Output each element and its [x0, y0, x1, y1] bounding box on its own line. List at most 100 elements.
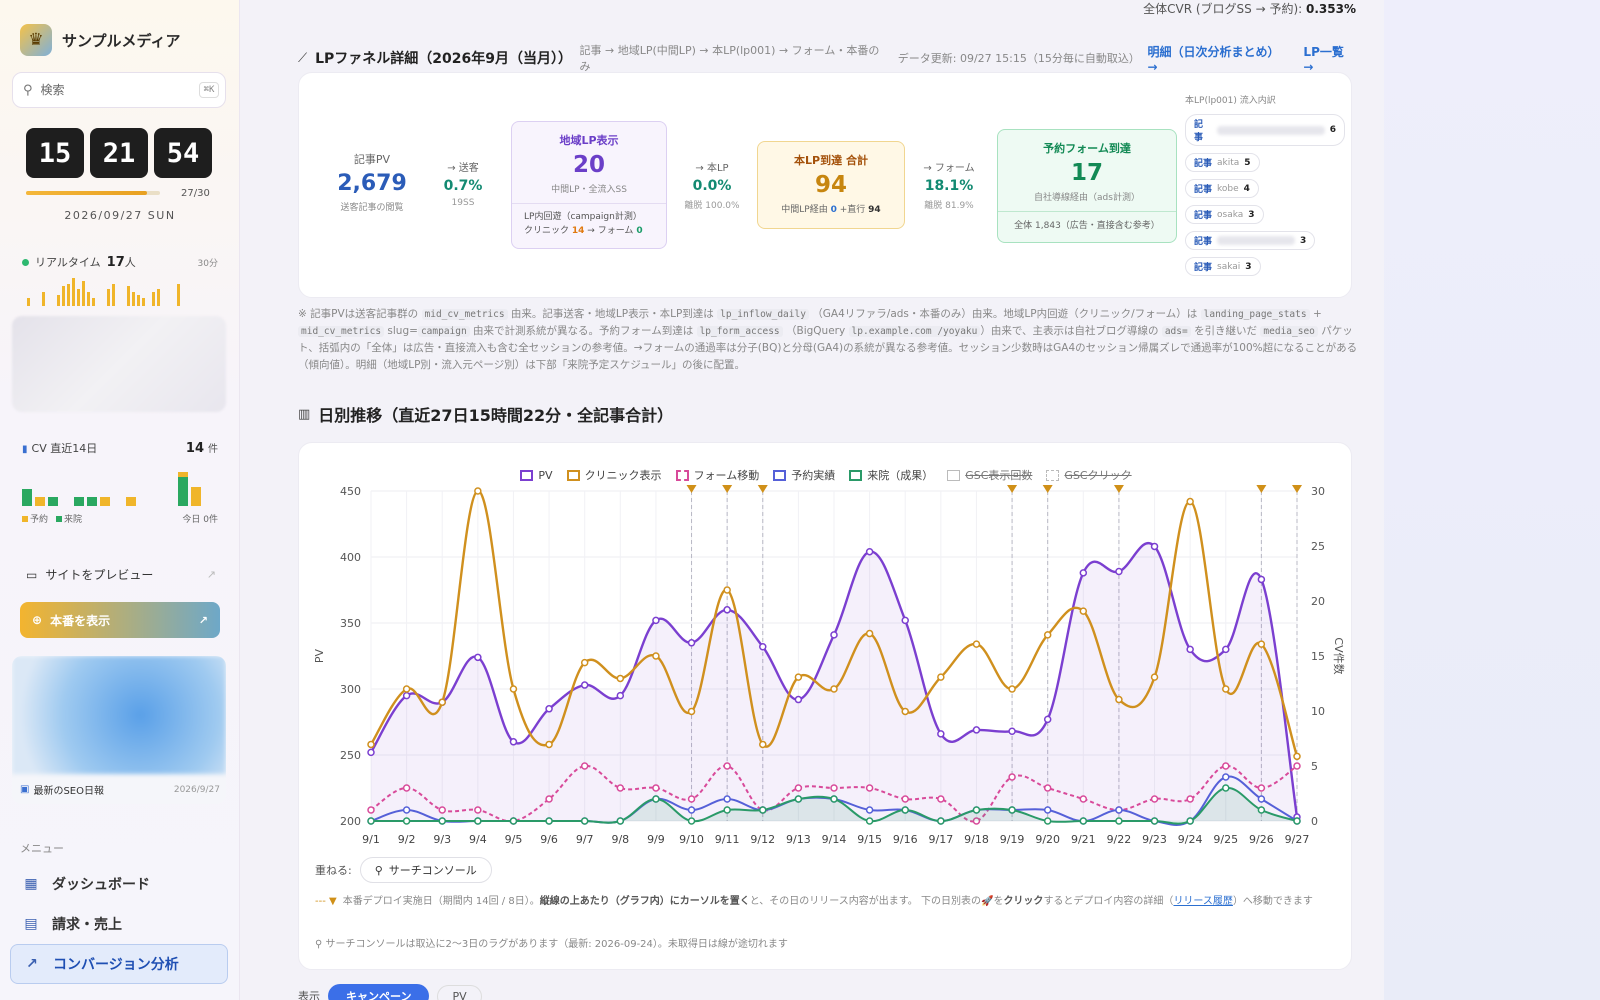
y2-axis-label: CV件数 — [1332, 637, 1345, 674]
cv-bar — [113, 466, 123, 506]
live-dot-icon — [22, 259, 29, 266]
x-tick-label: 9/3 — [433, 833, 451, 846]
cv-bar — [48, 466, 58, 506]
legend-swatch — [566, 469, 580, 481]
x-tick-label: 9/6 — [540, 833, 558, 846]
legend-item[interactable]: PV — [520, 467, 553, 483]
inflow-title: 本LP(lp001) 流入内訳 — [1185, 96, 1276, 106]
to-lp-note: 離脱 100.0% — [684, 201, 740, 211]
inflow-chip[interactable]: 記事 osaka 3 — [1185, 205, 1264, 224]
x-tick-label: 9/18 — [964, 833, 989, 846]
data-point — [794, 673, 803, 681]
legend-item[interactable]: 予約実績 — [773, 467, 835, 483]
data-point — [580, 762, 589, 770]
search-console-overlay-button[interactable]: ⚲ サーチコンソール — [359, 857, 492, 883]
data-point — [865, 806, 874, 814]
cv-widget: ▮ CV 直近14日 14 件 予約 来院 今日 0件 — [22, 440, 218, 525]
to-form-note: 離脱 81.9% — [924, 201, 974, 211]
legend-item[interactable]: 来院（成果） — [849, 467, 933, 483]
clock-seconds: 54 — [154, 128, 212, 178]
lp-total-value: 94 — [814, 172, 847, 198]
daily-detail-link[interactable]: 明細（日次分析まとめ） → — [1147, 44, 1280, 74]
data-point — [1222, 685, 1230, 693]
data-point — [1115, 695, 1123, 704]
data-point — [865, 784, 874, 792]
release-history-link[interactable]: リリース履歴 — [1173, 896, 1233, 907]
cv-today: 今日 0件 — [182, 515, 218, 525]
legend-label: クリニック表示 — [584, 469, 662, 482]
nav-conversion[interactable]: ↗ コンバージョン分析 — [10, 944, 228, 984]
y-tick-label: 200 — [340, 815, 361, 828]
funnel-footnote: ※ 記事PVは送客記事群の mid_cv_metrics 由来。記事送客・地域L… — [298, 308, 1358, 371]
realtime-bar — [27, 297, 30, 306]
tab-campaign[interactable]: キャンペーン — [328, 984, 430, 1000]
trend-icon: ⟋ — [298, 50, 308, 66]
data-point — [937, 673, 945, 681]
y2-tick-label: 0 — [1311, 815, 1318, 828]
search-box[interactable]: ⚲ ⌘K — [12, 72, 226, 108]
x-tick-label: 9/23 — [1142, 833, 1167, 846]
to-lp-label: → 本LP — [695, 163, 729, 174]
data-point — [438, 817, 446, 825]
legend-item-off[interactable]: GSC表示回数 — [947, 467, 1032, 483]
data-point — [616, 817, 625, 825]
data-point — [1150, 817, 1159, 825]
monitor-icon: ▭ — [26, 567, 38, 582]
realtime-bar — [62, 286, 65, 306]
data-point — [723, 606, 731, 614]
data-point — [1043, 784, 1052, 792]
search-console-label: サーチコンソール — [388, 864, 477, 877]
y-tick-label: 450 — [340, 485, 361, 498]
deploy-marker-icon — [722, 485, 733, 493]
seo-report-card[interactable]: ▣ 最新のSEO日報 2026/9/27 — [12, 656, 226, 804]
search-input[interactable] — [40, 83, 191, 97]
data-point — [1186, 497, 1194, 506]
x-tick-label: 9/27 — [1285, 833, 1310, 846]
nav-billing-label: 請求・売上 — [52, 917, 122, 933]
production-button[interactable]: ⊕ 本番を表示 ↗ — [20, 602, 220, 638]
brand[interactable]: ♛ サンプルメディア — [20, 24, 181, 56]
search-icon: ⚲ — [374, 863, 383, 877]
realtime-bar — [107, 289, 110, 306]
to-send-label: → 送客 — [447, 163, 479, 174]
x-tick-label: 9/7 — [576, 833, 594, 846]
realtime-bar — [82, 280, 85, 306]
data-point — [794, 695, 803, 704]
legend-swatch — [773, 469, 787, 481]
inflow-chip[interactable]: 記事 akita 5 — [1185, 153, 1260, 172]
legend-item[interactable]: クリニック表示 — [566, 467, 662, 483]
legend-item-off[interactable]: GSCクリック — [1046, 467, 1132, 483]
inflow-chip[interactable]: 記事 3 — [1185, 231, 1316, 250]
y-tick-label: 250 — [340, 749, 361, 762]
brand-name: サンプルメディア — [62, 31, 181, 50]
lp-list-link[interactable]: LP一覧 → — [1303, 44, 1344, 74]
data-point — [687, 795, 696, 803]
lp-inner-head: LP内回遊（campaign計測） — [524, 212, 642, 222]
data-point — [509, 738, 518, 746]
legend-label: フォーム移動 — [693, 469, 760, 482]
search-console-note: ⚲ サーチコンソールは取込に2〜3日のラグがあります（最新: 2026-09-2… — [315, 939, 788, 950]
nav-billing[interactable]: ▤ 請求・売上 — [10, 904, 228, 944]
nav-dashboard[interactable]: ▦ ダッシュボード — [10, 864, 228, 904]
site-preview-button[interactable]: ▭ サイトをプレビュー ↗ — [26, 566, 216, 583]
inflow-chip[interactable]: 記事 sakai 3 — [1185, 257, 1261, 276]
data-point — [616, 691, 625, 700]
data-point — [794, 795, 803, 803]
tab-pv[interactable]: PV — [437, 984, 482, 1000]
data-point — [1008, 685, 1016, 693]
data-point — [723, 586, 731, 594]
inflow-chip-kind: 記事 — [1194, 263, 1213, 273]
crown-icon: ♛ — [20, 24, 52, 56]
search-icon: ⚲ — [315, 939, 323, 950]
inflow-chip[interactable]: 記事 kobe 4 — [1185, 179, 1259, 198]
data-point — [1257, 640, 1266, 648]
realtime-bar — [87, 292, 90, 306]
data-point — [759, 806, 767, 814]
inflow-chip[interactable]: 記事 6 — [1185, 114, 1345, 146]
to-lp-value: 0.0% — [692, 178, 732, 194]
legend-swatch — [675, 469, 689, 481]
legend-item[interactable]: フォーム移動 — [675, 467, 760, 483]
data-point — [1079, 569, 1088, 577]
series-line — [369, 542, 1299, 818]
